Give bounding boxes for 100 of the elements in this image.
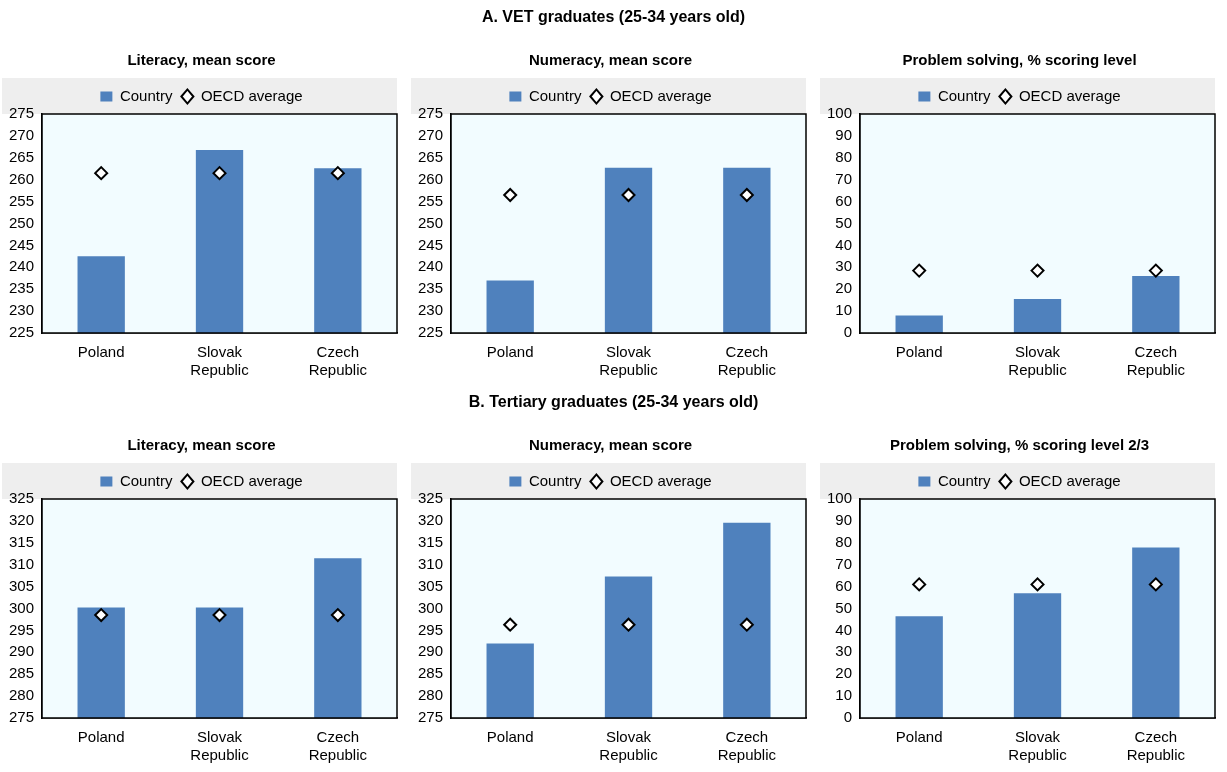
- y-tick-label: 325: [418, 489, 444, 507]
- y-tick-label: 300: [418, 598, 444, 616]
- y-tick-label: 230: [9, 301, 35, 319]
- bar: [1132, 547, 1180, 718]
- y-tick-label: 255: [9, 191, 35, 209]
- legend-label: Country: [119, 471, 173, 489]
- legend-label: OECD average: [609, 86, 712, 104]
- y-tick-label: 10: [835, 301, 853, 319]
- legend-label: Country: [937, 471, 991, 489]
- x-tick-label: Slovak Republic: [599, 343, 659, 379]
- y-tick-label: 315: [9, 532, 35, 550]
- chart-title: Problem solving, % scoring level: [902, 51, 1137, 69]
- y-tick-label: 270: [9, 126, 35, 144]
- chart-title: Problem solving, % scoring level 2/3: [889, 436, 1150, 454]
- y-tick-label: 260: [9, 169, 35, 187]
- legend-label: Country: [119, 86, 173, 104]
- y-tick-label: 20: [835, 279, 853, 297]
- y-tick-label: 285: [418, 664, 444, 682]
- x-tick-label: Slovak Republic: [599, 728, 659, 764]
- y-tick-label: 70: [835, 554, 853, 572]
- y-tick-label: 70: [835, 169, 853, 187]
- y-tick-label: 290: [418, 642, 444, 660]
- y-tick-label: 100: [827, 489, 853, 507]
- chart-title: Literacy, mean score: [127, 51, 276, 69]
- y-tick-label: 260: [418, 169, 444, 187]
- y-tick-label: 320: [418, 511, 444, 529]
- y-tick-label: 80: [835, 532, 853, 550]
- x-tick-label: Poland: [486, 728, 534, 746]
- x-tick-label: Slovak Republic: [190, 343, 250, 379]
- y-tick-label: 100: [827, 104, 853, 122]
- x-tick-label: Czech Republic: [308, 728, 368, 764]
- y-tick-label: 90: [835, 126, 853, 144]
- text: A. VET graduates (25-34 years old): [481, 8, 746, 25]
- y-tick-label: 290: [9, 642, 35, 660]
- y-tick-label: 315: [418, 532, 444, 550]
- y-tick-label: 275: [418, 708, 444, 726]
- legend-label: OECD average: [200, 86, 303, 104]
- x-tick-label: Czech Republic: [1126, 728, 1186, 764]
- y-tick-label: 0: [843, 323, 853, 341]
- y-tick-label: 300: [9, 598, 35, 616]
- text: B. Tertiary graduates (25-34 years old): [468, 393, 759, 410]
- y-tick-label: 275: [9, 708, 35, 726]
- y-tick-label: 60: [835, 576, 853, 594]
- y-tick-label: 90: [835, 511, 853, 529]
- x-tick-label: Poland: [77, 728, 125, 746]
- legend-label: OECD average: [1018, 86, 1121, 104]
- y-tick-label: 295: [9, 620, 35, 638]
- y-tick-label: 245: [9, 235, 35, 253]
- y-tick-label: 225: [9, 323, 35, 341]
- legend-label: Country: [937, 86, 991, 104]
- x-tick-label: Poland: [895, 728, 943, 746]
- y-tick-label: 310: [9, 554, 35, 572]
- x-tick-label: Slovak Republic: [190, 728, 250, 764]
- bar: [895, 616, 943, 718]
- y-tick-label: 20: [835, 664, 853, 682]
- y-tick-label: 280: [9, 686, 35, 704]
- y-tick-label: 265: [418, 147, 444, 165]
- y-tick-label: 250: [418, 213, 444, 231]
- y-tick-label: 275: [418, 104, 444, 122]
- chart-title: Numeracy, mean score: [528, 51, 693, 69]
- legend-label: OECD average: [200, 471, 303, 489]
- bar: [1132, 276, 1180, 333]
- y-tick-label: 40: [835, 620, 853, 638]
- x-tick-label: Poland: [486, 343, 534, 361]
- x-tick-label: Czech Republic: [717, 343, 777, 379]
- y-tick-label: 275: [9, 104, 35, 122]
- legend-label: OECD average: [1018, 471, 1121, 489]
- y-tick-label: 245: [418, 235, 444, 253]
- y-tick-label: 285: [9, 664, 35, 682]
- y-tick-label: 280: [418, 686, 444, 704]
- y-tick-label: 225: [418, 323, 444, 341]
- y-tick-label: 80: [835, 147, 853, 165]
- x-tick-label: Czech Republic: [308, 343, 368, 379]
- bar: [1013, 299, 1062, 333]
- y-tick-label: 240: [9, 257, 35, 275]
- legend-label: Country: [528, 471, 582, 489]
- y-tick-label: 320: [9, 511, 35, 529]
- y-tick-label: 255: [418, 191, 444, 209]
- y-tick-label: 265: [9, 147, 35, 165]
- y-tick-label: 30: [835, 257, 853, 275]
- y-tick-label: 235: [9, 279, 35, 297]
- y-tick-label: 250: [9, 213, 35, 231]
- y-tick-label: 30: [835, 642, 853, 660]
- bar: [895, 315, 943, 333]
- y-tick-label: 310: [418, 554, 444, 572]
- legend-label: OECD average: [609, 471, 712, 489]
- y-tick-label: 270: [418, 126, 444, 144]
- x-tick-label: Poland: [77, 343, 125, 361]
- y-tick-label: 305: [9, 576, 35, 594]
- y-tick-label: 50: [835, 213, 853, 231]
- y-tick-label: 40: [835, 235, 853, 253]
- y-tick-label: 0: [843, 708, 853, 726]
- x-tick-label: Czech Republic: [1126, 343, 1186, 379]
- y-tick-label: 295: [418, 620, 444, 638]
- y-tick-label: 10: [835, 686, 853, 704]
- bar: [1013, 593, 1062, 718]
- x-tick-label: Poland: [895, 343, 943, 361]
- y-tick-label: 325: [9, 489, 35, 507]
- y-tick-label: 60: [835, 191, 853, 209]
- y-tick-label: 240: [418, 257, 444, 275]
